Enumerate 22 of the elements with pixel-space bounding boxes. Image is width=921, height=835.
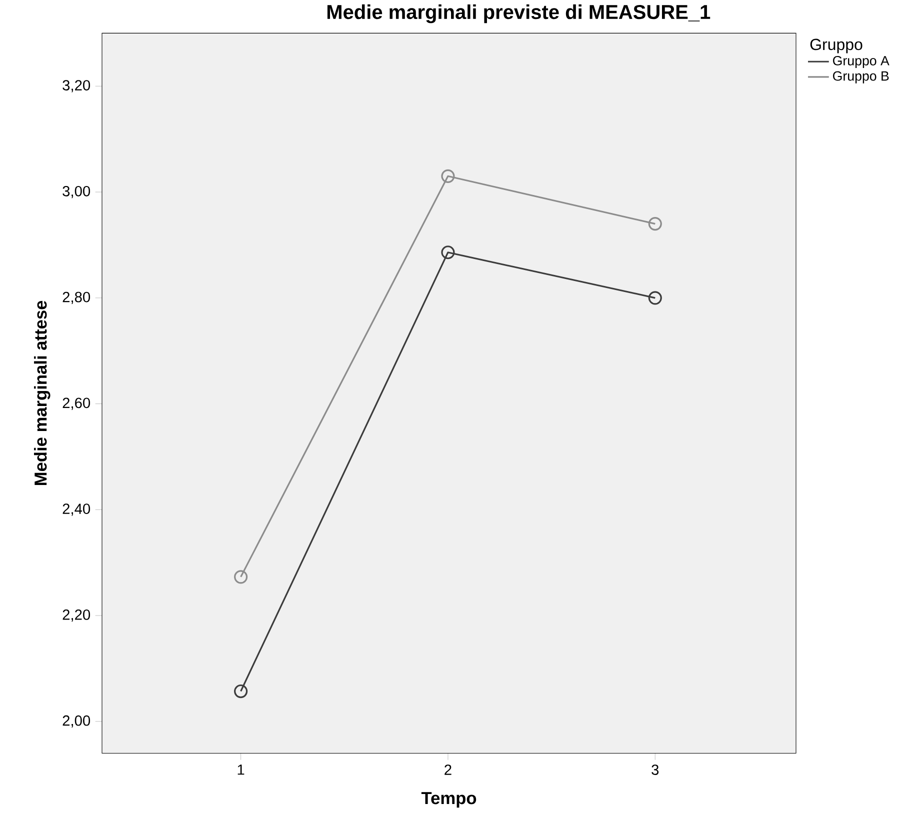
chart-title: Medie marginali previste di MEASURE_1 <box>327 4 710 24</box>
x-tick-label: 3 <box>652 764 659 775</box>
y-tick-label: 3,20 <box>62 80 90 92</box>
x-axis-title: Tempo <box>421 792 476 808</box>
point <box>441 169 455 183</box>
y-tick-label: 2,80 <box>62 292 90 304</box>
y-tick-label: 2,00 <box>62 715 90 728</box>
y-tick-label: 2,40 <box>62 504 90 516</box>
x-tick-label: 1 <box>238 764 244 775</box>
x-tick-label: 2 <box>444 764 452 775</box>
y-axis-title: Medie marginali attese <box>34 300 50 485</box>
point <box>648 291 662 305</box>
point <box>441 245 455 260</box>
legend-title: Gruppo <box>810 38 862 54</box>
point <box>648 216 662 230</box>
legend-label: Gruppo A <box>833 56 890 68</box>
point <box>234 684 248 698</box>
y-tick-label: 2,20 <box>62 609 90 622</box>
point <box>234 570 248 584</box>
y-tick-label: 3,00 <box>62 186 90 198</box>
y-tick-label: 2,60 <box>62 398 90 410</box>
legend-label: Gruppo B <box>833 71 889 84</box>
